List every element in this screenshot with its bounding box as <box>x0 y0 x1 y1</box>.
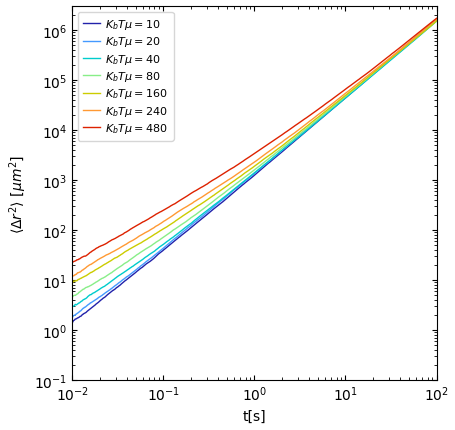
$K_bT\mu = 160$ <box>312 117 318 123</box>
$K_bT\mu = 240$ <box>433 18 438 23</box>
$K_bT\mu = 480$ <box>284 129 289 134</box>
Line: $K_bT\mu = 40$: $K_bT\mu = 40$ <box>72 22 435 307</box>
$K_bT\mu = 80$ <box>343 94 349 99</box>
$K_bT\mu = 20$ <box>344 94 349 99</box>
$K_bT\mu = 40$ <box>134 261 139 267</box>
$K_bT\mu = 20$ <box>284 144 289 149</box>
$K_bT\mu = 40$ <box>234 185 239 190</box>
$K_bT\mu = 80$ <box>283 142 289 147</box>
$K_bT\mu = 480$ <box>163 206 169 212</box>
$K_bT\mu = 240$ <box>283 136 289 141</box>
$K_bT\mu = 160$ <box>343 93 349 98</box>
$K_bT\mu = 20$ <box>234 185 240 190</box>
$K_bT\mu = 20$ <box>433 18 438 23</box>
Line: $K_bT\mu = 480$: $K_bT\mu = 480$ <box>72 19 435 262</box>
$K_bT\mu = 240$ <box>234 172 239 177</box>
$K_bT\mu = 240$ <box>69 274 75 279</box>
$K_bT\mu = 40$ <box>69 304 75 310</box>
$K_bT\mu = 20$ <box>163 243 169 249</box>
$K_bT\mu = 40$ <box>163 240 168 246</box>
$K_bT\mu = 40$ <box>433 19 438 25</box>
$K_bT\mu = 480$ <box>234 163 240 168</box>
$K_bT\mu = 160$ <box>134 243 139 248</box>
$K_bT\mu = 80$ <box>134 253 139 258</box>
$K_bT\mu = 40$ <box>312 121 318 126</box>
$K_bT\mu = 10$ <box>343 95 349 100</box>
Line: $K_bT\mu = 240$: $K_bT\mu = 240$ <box>72 20 435 276</box>
$K_bT\mu = 480$ <box>69 259 75 264</box>
$K_bT\mu = 10$ <box>134 270 139 275</box>
Y-axis label: $\langle \Delta r^2 \rangle$ [$\mu m^2$]: $\langle \Delta r^2 \rangle$ [$\mu m^2$] <box>7 154 29 233</box>
$K_bT\mu = 480$ <box>344 86 349 91</box>
$K_bT\mu = 80$ <box>163 233 168 239</box>
$K_bT\mu = 240$ <box>163 218 168 223</box>
Line: $K_bT\mu = 160$: $K_bT\mu = 160$ <box>72 22 435 284</box>
Line: $K_bT\mu = 80$: $K_bT\mu = 80$ <box>72 22 435 298</box>
$K_bT\mu = 80$ <box>433 19 438 24</box>
$K_bT\mu = 160$ <box>234 177 239 182</box>
$K_bT\mu = 80$ <box>234 181 239 186</box>
$K_bT\mu = 480$ <box>313 109 318 114</box>
$K_bT\mu = 20$ <box>134 267 140 272</box>
Line: $K_bT\mu = 20$: $K_bT\mu = 20$ <box>72 21 435 317</box>
$K_bT\mu = 160$ <box>163 225 168 230</box>
$K_bT\mu = 10$ <box>312 121 318 126</box>
$K_bT\mu = 10$ <box>234 187 239 193</box>
$K_bT\mu = 40$ <box>343 95 349 101</box>
$K_bT\mu = 10$ <box>163 246 168 251</box>
$K_bT\mu = 240$ <box>343 91 349 96</box>
$K_bT\mu = 20$ <box>70 315 76 320</box>
$K_bT\mu = 40$ <box>283 144 289 149</box>
$K_bT\mu = 80$ <box>312 120 318 125</box>
$K_bT\mu = 160$ <box>433 19 438 25</box>
$K_bT\mu = 160$ <box>283 140 289 145</box>
$K_bT\mu = 10$ <box>283 146 289 151</box>
$K_bT\mu = 480$ <box>433 17 438 22</box>
$K_bT\mu = 10$ <box>433 19 438 24</box>
$K_bT\mu = 10$ <box>69 320 75 325</box>
$K_bT\mu = 20$ <box>313 120 318 125</box>
$K_bT\mu = 240$ <box>134 236 139 241</box>
$K_bT\mu = 80$ <box>69 295 75 301</box>
$K_bT\mu = 240$ <box>312 115 318 120</box>
$K_bT\mu = 480$ <box>134 223 140 228</box>
$K_bT\mu = 20$ <box>69 314 75 319</box>
X-axis label: t[s]: t[s] <box>242 409 266 423</box>
Legend: $K_bT\mu = 10$, $K_bT\mu = 20$, $K_bT\mu = 40$, $K_bT\mu = 80$, $K_bT\mu = 160$,: $K_bT\mu = 10$, $K_bT\mu = 20$, $K_bT\mu… <box>77 12 173 141</box>
Line: $K_bT\mu = 10$: $K_bT\mu = 10$ <box>72 22 435 322</box>
$K_bT\mu = 480$ <box>71 260 76 265</box>
$K_bT\mu = 160$ <box>69 281 75 286</box>
